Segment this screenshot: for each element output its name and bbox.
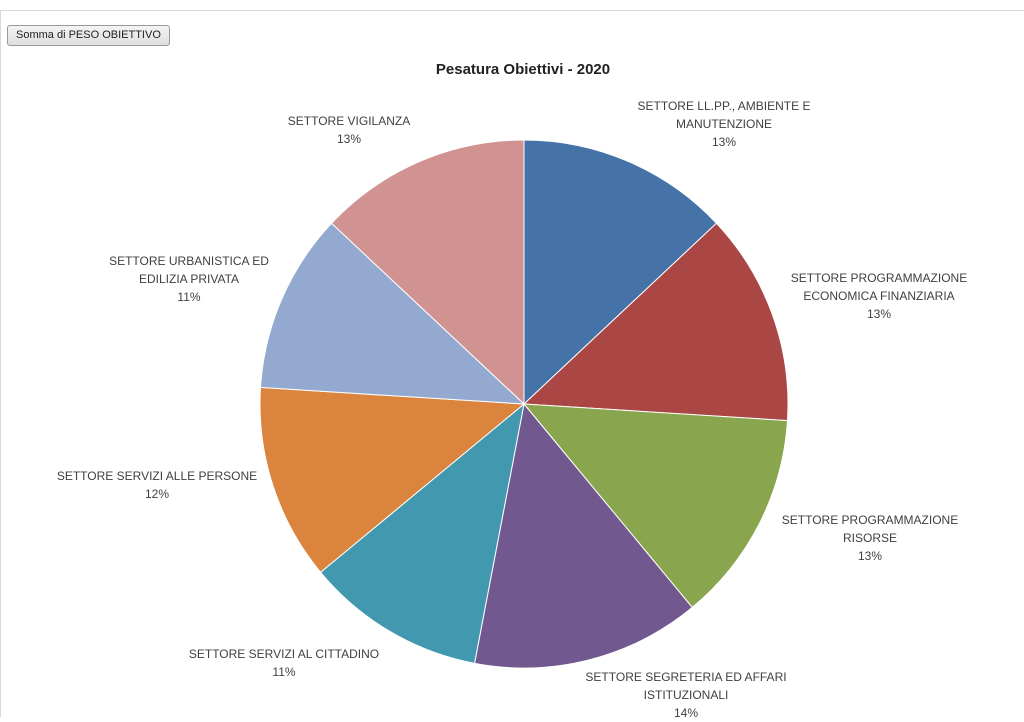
- pivot-field-button[interactable]: Somma di PESO OBIETTIVO: [7, 25, 170, 46]
- slice-label-name: SETTORE PROGRAMMAZIONE: [781, 513, 959, 527]
- pie-slice-2[interactable]: [522, 222, 789, 422]
- pie-slice-3[interactable]: [522, 403, 789, 609]
- slice-label-name: SETTORE URBANISTICA ED: [109, 254, 269, 268]
- slice-label-percent: 11%: [177, 290, 201, 304]
- slice-label-4: SETTORE SEGRETERIA ED AFFARI ISTITUZIONAL…: [581, 668, 791, 722]
- slice-label-name: SETTORE VIGILANZA: [287, 114, 411, 128]
- pie-slice-7[interactable]: [259, 222, 526, 405]
- pie-slice-6[interactable]: [259, 386, 526, 573]
- chart-frame-left: [0, 10, 1, 717]
- slice-label-2: SETTORE PROGRAMMAZIONE ECONOMICA FINANZIA…: [774, 269, 984, 323]
- slice-label-percent: 11%: [272, 665, 296, 679]
- chart-title: Pesatura Obiettivi - 2020: [435, 61, 611, 78]
- pie-slice-8[interactable]: [330, 139, 525, 406]
- slice-label-5: SETTORE SERVIZI AL CITTADINO 11%: [179, 645, 389, 681]
- pie-slice-5[interactable]: [319, 402, 525, 664]
- slice-label-percent: 14%: [673, 706, 699, 720]
- slice-label-name: EDILIZIA PRIVATA: [138, 272, 240, 286]
- chart-frame-top: [0, 10, 1024, 11]
- slice-label-percent: 12%: [144, 487, 170, 501]
- slice-label-1: SETTORE LL.PP., AMBIENTE E MANUTENZIONE 13…: [619, 97, 829, 151]
- slice-label-8: SETTORE VIGILANZA 13%: [244, 112, 454, 148]
- slice-label-name: ISTITUZIONALI: [643, 688, 729, 702]
- slice-label-name: SETTORE LL.PP., AMBIENTE E: [637, 99, 811, 113]
- slice-label-name: MANUTENZIONE: [676, 117, 772, 131]
- slice-label-3: SETTORE PROGRAMMAZIONE RISORSE 13%: [765, 511, 975, 565]
- slice-label-percent: 13%: [336, 132, 362, 146]
- slice-label-name: ECONOMICA FINANZIARIA: [803, 289, 955, 303]
- slice-label-6: SETTORE SERVIZI ALLE PERSONE 12%: [52, 467, 262, 503]
- slice-label-name: RISORSE: [842, 531, 897, 545]
- pie-slice-1[interactable]: [523, 139, 718, 406]
- slice-label-percent: 13%: [711, 135, 737, 149]
- slice-label-7: SETTORE URBANISTICA ED EDILIZIA PRIVATA 11…: [84, 252, 294, 306]
- slice-label-name: SETTORE SERVIZI ALLE PERSONE: [56, 469, 258, 483]
- slice-label-name: SETTORE SEGRETERIA ED AFFARI: [585, 670, 787, 684]
- slice-label-percent: 13%: [857, 549, 883, 563]
- slice-label-percent: 13%: [866, 307, 892, 321]
- slice-label-name: SETTORE PROGRAMMAZIONE: [790, 271, 968, 285]
- pie-slice-4[interactable]: [473, 402, 693, 669]
- slice-label-name: SETTORE SERVIZI AL CITTADINO: [188, 647, 380, 661]
